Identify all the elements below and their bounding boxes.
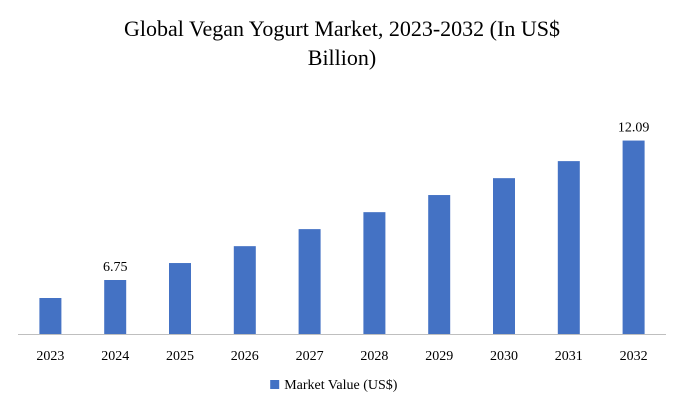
plot-area: 2023 2024 2025 2026 2027 2028 2029 2030 2031 2032… xyxy=(18,121,666,364)
chart-title-line-2: Billion) xyxy=(308,45,376,70)
data-label-2032: 12.09 xyxy=(618,121,650,136)
bar-2030 xyxy=(493,178,515,334)
legend-label: Market Value (US$) xyxy=(284,378,398,393)
x-tick-label-2028: 2028 xyxy=(360,349,388,364)
x-tick-label-2031: 2031 xyxy=(555,349,583,364)
x-tick-label-2030: 2030 xyxy=(490,349,518,364)
bar-2031 xyxy=(557,161,580,334)
bar-2025 xyxy=(169,263,191,334)
x-tick-label-2023: 2023 xyxy=(36,349,64,364)
x-tick-label-2025: 2025 xyxy=(166,349,194,364)
legend: Market Value (US$) xyxy=(270,378,398,393)
chart-title-line-1: Global Vegan Yogurt Market, 2023-2032 (I… xyxy=(124,16,560,41)
x-tick-label-2026: 2026 xyxy=(231,349,259,364)
x-tick-label-2029: 2029 xyxy=(425,349,453,364)
bar-2024 xyxy=(104,280,127,334)
bar-2032 xyxy=(622,140,645,334)
bar-2028 xyxy=(363,212,386,334)
x-tick-label-2024: 2024 xyxy=(101,349,129,364)
x-tick-label-2032: 2032 xyxy=(620,349,648,364)
x-tick-label-2027: 2027 xyxy=(296,349,324,364)
bar-2029 xyxy=(428,195,451,334)
bar-2026 xyxy=(233,246,256,334)
bar-2023 xyxy=(39,298,62,334)
legend-swatch xyxy=(270,380,280,389)
bar-2027 xyxy=(298,229,321,334)
data-label-2024: 6.75 xyxy=(103,260,128,275)
